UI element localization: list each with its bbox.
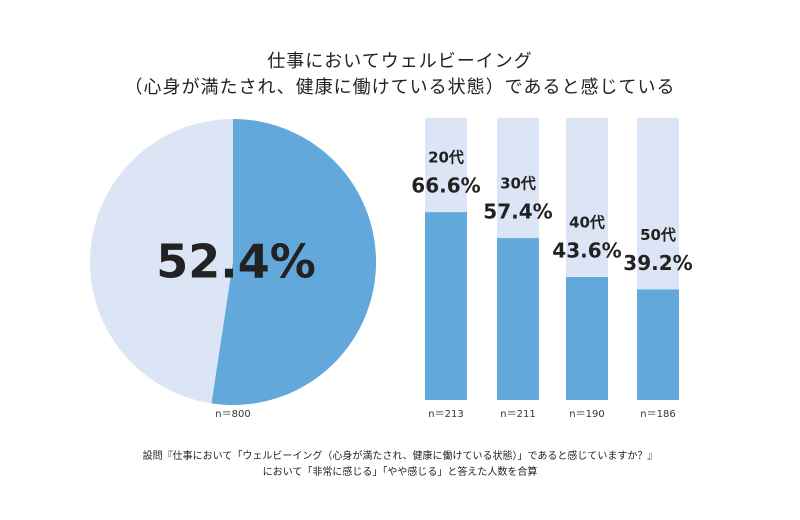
category-label: 20代 [428,149,464,167]
sample-label: n＝800 [215,409,250,420]
value-label: 39.2% [623,251,692,275]
category-label: 40代 [569,214,605,232]
sample-label: n＝211 [500,409,535,420]
value-label: 57.4% [483,200,552,224]
value-label: 52.4% [156,235,316,289]
sample-label: n＝190 [569,409,604,420]
bar [497,238,539,400]
bar [425,212,467,400]
note: 設問『仕事において「ウェルビーイング（心身が満たされ、健康に働けている状態）」で… [143,449,658,462]
bar [637,289,679,400]
value-label: 66.6% [411,174,480,198]
chart-title: （心身が満たされ、健康に働けている状態）であると感じている [125,77,676,98]
sample-label: n＝213 [428,409,463,420]
category-label: 50代 [640,226,676,244]
category-label: 30代 [500,175,536,193]
value-label: 43.6% [552,239,621,263]
note: において「非常に感じる」「やや感じる」と答えた人数を合算 [263,465,538,478]
sample-label: n＝186 [640,409,675,420]
pie-slice [211,119,377,405]
chart-title: 仕事においてウェルビーイング [267,51,532,72]
bar [566,277,608,400]
